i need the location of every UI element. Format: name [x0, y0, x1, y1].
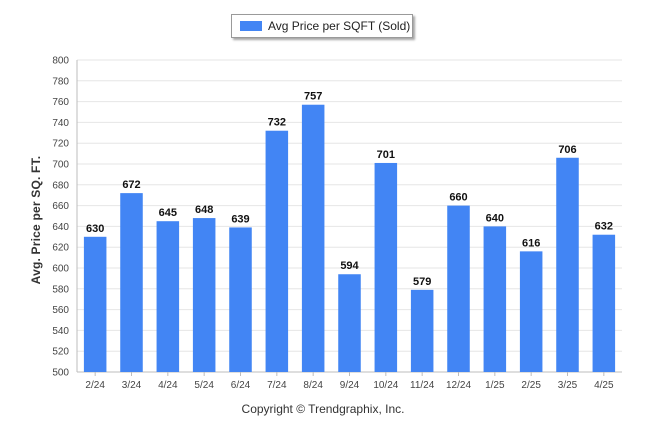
bar[interactable] — [192, 218, 216, 372]
x-tick-label: 12/24 — [446, 380, 471, 391]
y-tick-label: 680 — [52, 180, 69, 191]
x-tick-label: 2/25 — [521, 380, 541, 391]
bar[interactable] — [120, 193, 143, 372]
bar[interactable] — [447, 205, 470, 372]
x-tick-label: 4/25 — [594, 380, 614, 391]
y-tick-label: 780 — [52, 76, 69, 87]
x-tick-label: 4/24 — [158, 380, 178, 391]
legend[interactable]: Avg Price per SQFT (Sold) — [231, 14, 413, 38]
y-tick-label: 640 — [52, 222, 69, 233]
data-label: 672 — [122, 179, 140, 191]
x-tick-label: 11/24 — [410, 380, 435, 391]
data-label: 706 — [558, 144, 576, 156]
data-label: 639 — [231, 213, 249, 225]
x-tick-label: 6/24 — [231, 380, 251, 391]
x-tick-label: 1/25 — [485, 380, 505, 391]
y-tick-label: 600 — [52, 264, 69, 275]
y-tick-label: 500 — [52, 368, 69, 379]
y-tick-label: 540 — [52, 326, 69, 337]
y-tick-label: 620 — [52, 243, 69, 254]
data-label: 616 — [522, 237, 540, 249]
y-tick-label: 580 — [52, 284, 69, 295]
legend-label: Avg Price per SQFT (Sold) — [268, 19, 411, 33]
bar[interactable] — [483, 226, 507, 372]
x-tick-label: 5/24 — [194, 380, 214, 391]
data-label: 648 — [195, 204, 213, 216]
data-label: 630 — [86, 223, 104, 235]
x-tick-label: 3/24 — [122, 380, 142, 391]
bar[interactable] — [265, 130, 289, 372]
x-tick-label: 3/25 — [558, 380, 578, 391]
x-tick-label: 2/24 — [85, 380, 105, 391]
data-label: 645 — [159, 207, 177, 219]
data-label: 732 — [268, 117, 286, 129]
bar[interactable] — [556, 157, 579, 372]
data-label: 660 — [449, 192, 467, 204]
bar[interactable] — [83, 236, 107, 372]
y-axis-title: Avg. Price per SQ. FT. — [29, 155, 43, 285]
y-tick-label: 520 — [52, 347, 69, 358]
bar[interactable] — [592, 234, 616, 372]
bar[interactable] — [519, 251, 543, 372]
y-tick-label: 800 — [52, 56, 69, 67]
y-tick-label: 560 — [52, 305, 69, 316]
x-tick-label: 9/24 — [340, 380, 360, 391]
y-tick-label: 760 — [52, 97, 69, 108]
data-label: 640 — [486, 212, 504, 224]
bar[interactable] — [410, 289, 434, 372]
legend-swatch — [240, 21, 262, 31]
bar[interactable] — [301, 104, 325, 372]
bar[interactable] — [229, 227, 252, 372]
y-tick-label: 660 — [52, 201, 69, 212]
y-tick-label: 720 — [52, 139, 69, 150]
data-label: 701 — [377, 149, 395, 161]
data-label: 632 — [595, 221, 613, 233]
y-tick-label: 740 — [52, 118, 69, 129]
data-label: 594 — [340, 260, 359, 272]
bar[interactable] — [374, 162, 398, 372]
y-tick-label: 700 — [52, 160, 69, 171]
x-tick-label: 7/24 — [267, 380, 287, 391]
data-label: 579 — [413, 276, 431, 288]
copyright-text: Copyright © Trendgraphix, Inc. — [241, 402, 405, 416]
data-label: 757 — [304, 91, 322, 103]
bar[interactable] — [156, 221, 180, 372]
x-tick-label: 10/24 — [373, 380, 398, 391]
x-tick-label: 8/24 — [303, 380, 323, 391]
bar[interactable] — [338, 274, 361, 372]
